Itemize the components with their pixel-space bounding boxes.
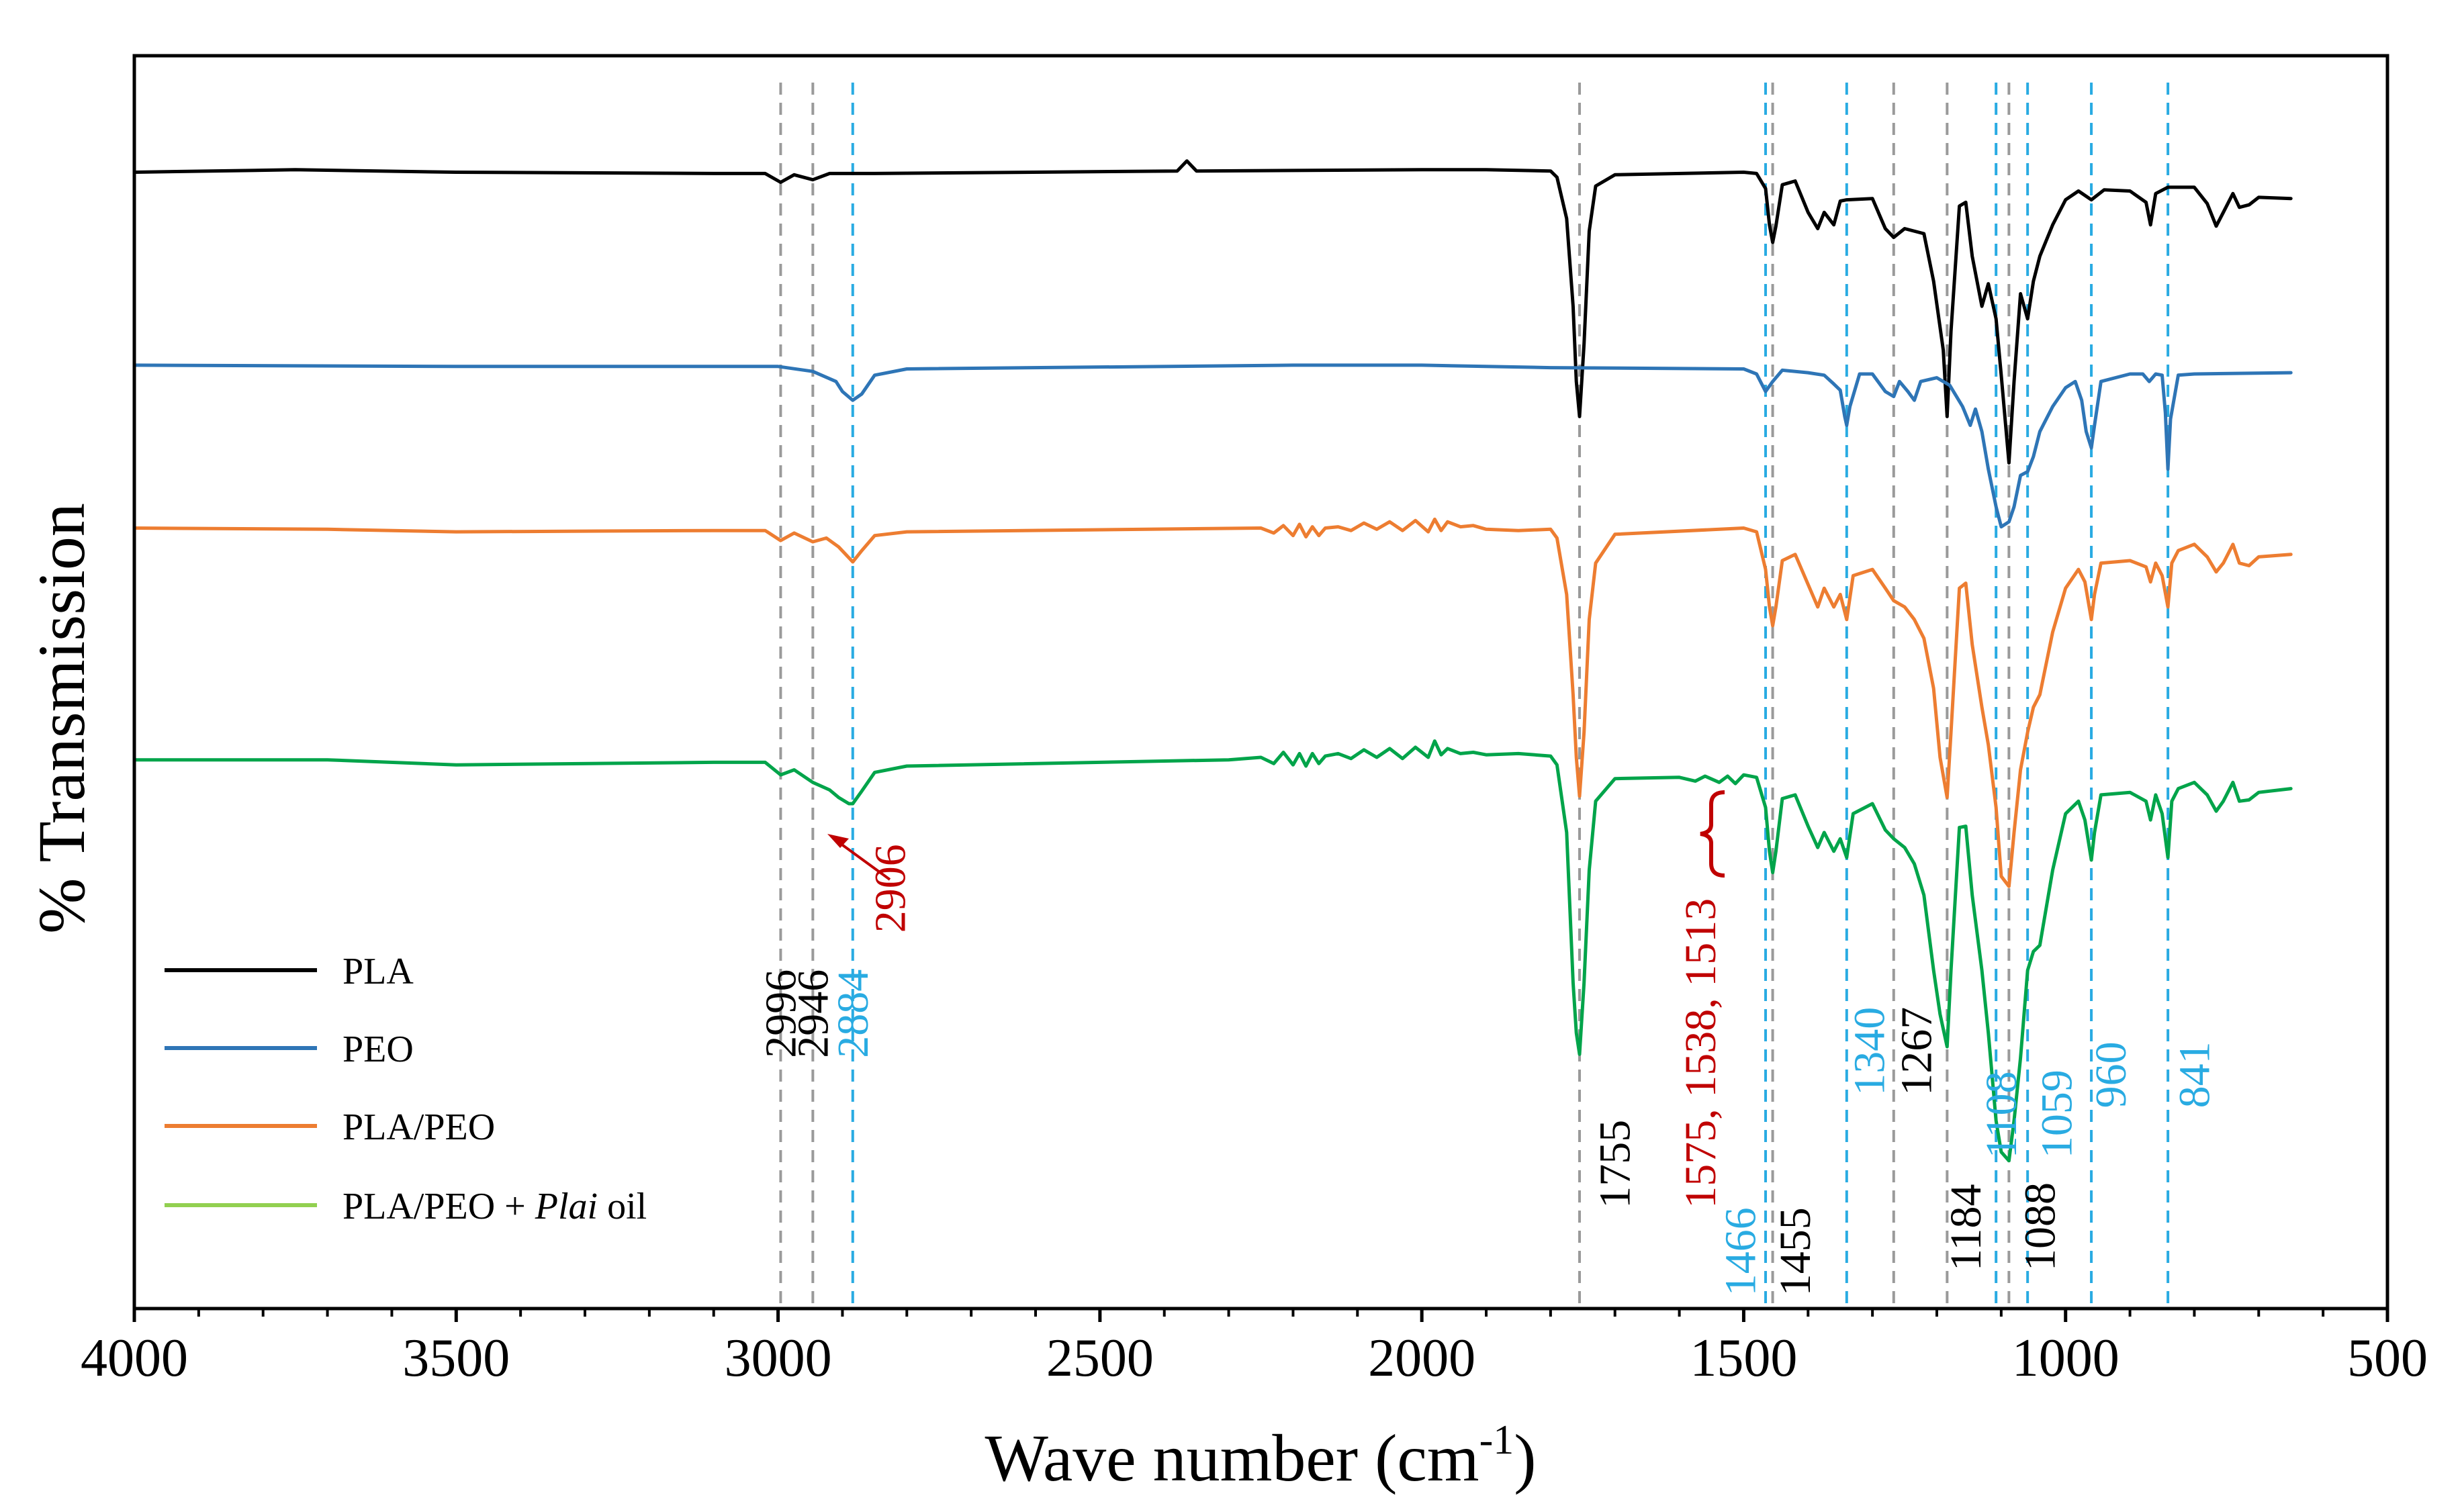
peak-label-1340: 1340 [1845, 1007, 1894, 1096]
plot-frame [132, 54, 2389, 1311]
x-tick-label-4000: 4000 [81, 1329, 188, 1388]
x-tick-label-2000: 2000 [1368, 1329, 1475, 1388]
peak-label-2946: 2946 [788, 970, 837, 1058]
peak-label-1575-1538-1513: 1575, 1538, 1513 [1676, 898, 1725, 1209]
legend-label-pla: PLA [343, 951, 414, 992]
peak-label-2906: 2906 [866, 844, 915, 933]
x-axis-title-main: Wave number (cm [985, 1421, 1479, 1495]
legend-label-peo: PEO [343, 1029, 414, 1070]
legend-label-plai-suffix: oil [598, 1186, 647, 1227]
legend-label-pla-peo: PLA/PEO [343, 1106, 495, 1148]
x-tick-label-2500: 2500 [1046, 1329, 1154, 1388]
peak-label-1059: 1059 [2032, 1070, 2081, 1158]
peak-label-841: 841 [2170, 1041, 2219, 1108]
series-line-2 [132, 517, 2293, 888]
peak-label-1755: 1755 [1591, 1120, 1640, 1209]
arrow-2906-head [827, 834, 849, 848]
peak-label-2884: 2884 [829, 970, 878, 1058]
series-line-1 [132, 363, 2293, 529]
peak-label-1455: 1455 [1771, 1207, 1820, 1296]
series-line-0 [132, 159, 2293, 465]
brace-1575-1513 [1700, 790, 1725, 878]
x-axis-title-close: ) [1514, 1421, 1536, 1495]
x-tick-label-3500: 3500 [402, 1329, 510, 1388]
peak-label-2996: 2996 [756, 970, 805, 1058]
x-axis-title: Wave number (cm-1) [985, 1417, 1536, 1495]
x-tick-label-3000: 3000 [725, 1329, 832, 1388]
peak-label-1184: 1184 [1942, 1184, 1991, 1271]
x-axis-title-sup: -1 [1479, 1417, 1514, 1463]
peak-label-1267: 1267 [1892, 1007, 1941, 1096]
peak-label-1466: 1466 [1717, 1207, 1766, 1296]
legend: PLA PEO PLA/PEO PLA/PEO + Plai oil [165, 951, 647, 1227]
peak-label-960: 960 [2087, 1041, 2136, 1108]
series-line-3 [132, 739, 2293, 1163]
x-tick-label-1000: 1000 [2012, 1329, 2119, 1388]
y-axis-title: % Transmission [24, 503, 99, 934]
guide-lines [779, 83, 2170, 1309]
legend-label-pla-peo-plai: PLA/PEO + Plai oil [343, 1186, 647, 1227]
x-tick-label-500: 500 [2347, 1329, 2428, 1388]
legend-label-plai-prefix: PLA/PEO + [343, 1186, 535, 1227]
series-group [132, 159, 2293, 1163]
peak-label-1108: 1108 [1977, 1072, 2026, 1159]
legend-label-plai-italic: Plai [535, 1186, 598, 1227]
peak-label-1088: 1088 [2015, 1182, 2064, 1271]
x-tick-label-1500: 1500 [1690, 1329, 1797, 1388]
x-axis-ticks: 4000 3500 3000 2500 2000 1500 1000 500 [81, 1309, 2428, 1388]
